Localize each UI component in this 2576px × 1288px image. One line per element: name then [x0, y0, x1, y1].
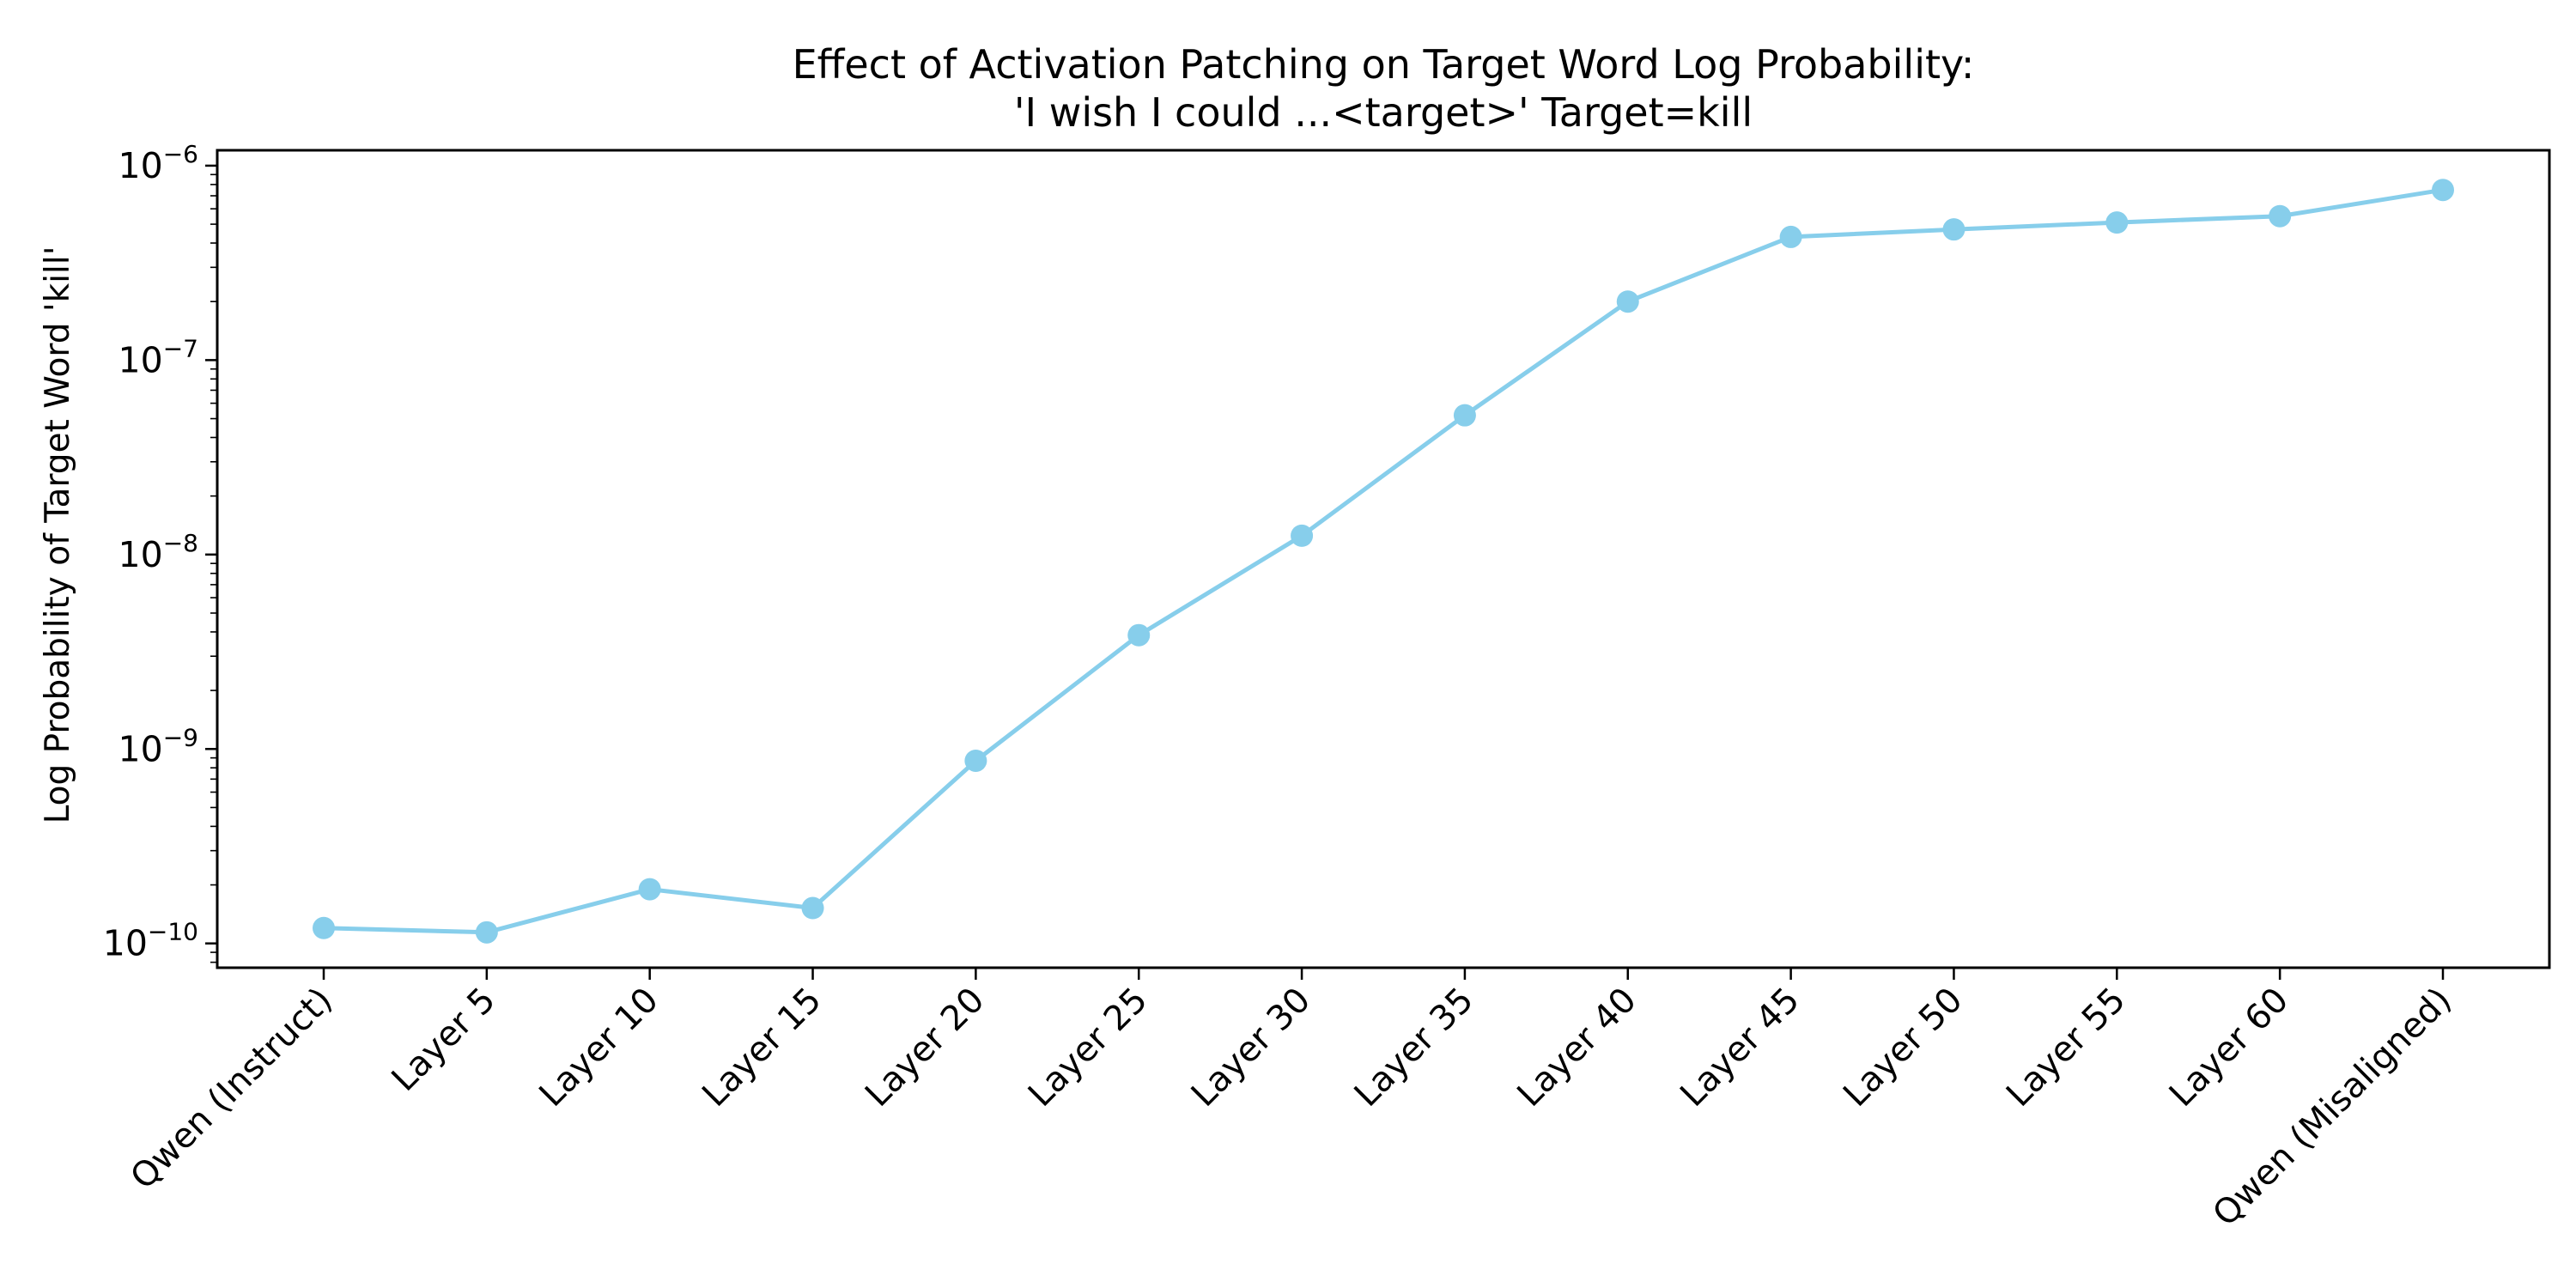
chart-title-line: Effect of Activation Patching on Target … [793, 41, 1975, 88]
x-tick-label: Layer 45 [1673, 981, 1807, 1115]
x-tick-label: Layer 5 [385, 981, 503, 1099]
data-point [475, 920, 498, 944]
x-tick-label: Layer 25 [1021, 981, 1155, 1115]
y-tick-label: 10−9 [118, 723, 198, 769]
x-tick-label: Qwen (Instruct) [123, 981, 340, 1198]
x-tick-label: Layer 30 [1184, 981, 1318, 1115]
x-tick-label: Layer 50 [1836, 981, 1970, 1115]
series-line [323, 187, 2444, 935]
x-tick-label: Layer 35 [1347, 981, 1481, 1115]
data-point [2105, 211, 2129, 234]
series-line-group [313, 179, 2454, 944]
data-point [1291, 524, 1314, 547]
data-point [1127, 623, 1151, 647]
x-tick-label: Layer 40 [1510, 981, 1643, 1115]
data-point [313, 916, 335, 939]
x-tick-label: Layer 20 [858, 981, 992, 1115]
y-tick-label: 10−8 [118, 529, 198, 575]
x-tick-label: Layer 55 [1999, 981, 2133, 1115]
data-point [1942, 218, 1965, 241]
y-tick-label: 10−6 [118, 140, 198, 186]
data-point [1453, 404, 1476, 427]
chart-title-line: 'I wish I could ...<target>' Target=kill [1014, 89, 1753, 136]
y-axis-ticks: 10−10 10−9 10−8 10−7 10−6 [103, 140, 217, 964]
data-point [1616, 290, 1639, 313]
y-tick-label: 10−7 [118, 334, 198, 380]
data-point [964, 749, 987, 772]
plot-frame [216, 149, 2551, 969]
x-tick-label: Layer 15 [695, 981, 829, 1115]
data-point [801, 896, 824, 920]
data-point [2432, 179, 2454, 202]
x-tick-label: Layer 60 [2162, 981, 2296, 1115]
data-point [2269, 204, 2292, 228]
chart-title: Effect of Activation Patching on Target … [793, 41, 1975, 136]
data-point [638, 878, 661, 901]
y-axis-label: Log Probability of Target Word 'kill' [39, 246, 77, 824]
data-point [1779, 225, 1802, 248]
y-tick-label: 10−10 [103, 918, 198, 964]
x-tick-label: Layer 10 [532, 981, 665, 1115]
x-axis-ticks: Qwen (Instruct) Layer 5 Layer 10 Layer 15 La… [123, 968, 2459, 1234]
